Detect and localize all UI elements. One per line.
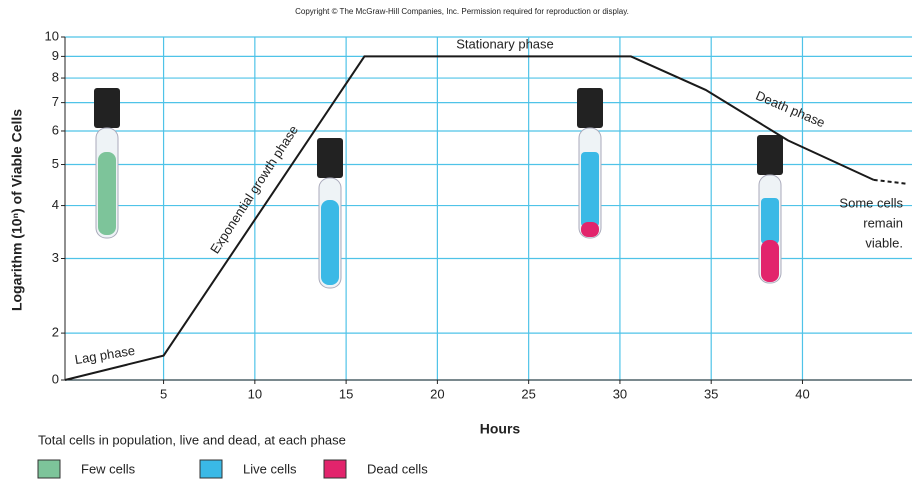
annotation: Some cells [839, 195, 903, 210]
x-tick-label: 30 [613, 386, 627, 401]
y-tick-label: 6 [52, 122, 59, 137]
y-tick-label: 10 [45, 28, 59, 43]
y-tick-label: 0 [52, 371, 59, 386]
x-tick-label: 40 [795, 386, 809, 401]
y-axis-label: Logarithm (10ⁿ) of Viable Cells [9, 109, 25, 311]
x-tick-label: 5 [160, 386, 167, 401]
test-tube [317, 138, 343, 288]
x-tick-label: 25 [521, 386, 535, 401]
grid [65, 37, 912, 380]
legend-swatch [38, 460, 60, 478]
y-tick-label: 9 [52, 48, 59, 63]
x-axis-label: Hours [480, 421, 521, 437]
y-tick-label: 5 [52, 156, 59, 171]
test-tube [577, 88, 603, 238]
growth-curve-tail [874, 180, 909, 184]
legend-swatch [324, 460, 346, 478]
y-tick-label: 2 [52, 325, 59, 340]
test-tube [94, 88, 120, 238]
x-tick-label: 15 [339, 386, 353, 401]
annotation: Stationary phase [456, 36, 554, 51]
y-tick-label: 4 [52, 197, 59, 212]
y-tick-label: 3 [52, 250, 59, 265]
annotation: remain [863, 215, 903, 230]
y-tick-label: 7 [52, 94, 59, 109]
annotation: Exponential growth phase [207, 123, 301, 257]
legend-label: Dead cells [367, 461, 428, 476]
annotation: Lag phase [74, 343, 136, 367]
annotation: viable. [865, 235, 903, 250]
legend-label: Live cells [243, 461, 297, 476]
copyright: Copyright © The McGraw-Hill Companies, I… [295, 7, 629, 16]
legend-label: Few cells [81, 461, 136, 476]
growth-curve [65, 56, 874, 380]
x-tick-label: 10 [248, 386, 262, 401]
test-tube [757, 135, 783, 283]
legend-title: Total cells in population, live and dead… [38, 432, 346, 447]
legend-swatch [200, 460, 222, 478]
x-tick-label: 35 [704, 386, 718, 401]
chart: Copyright © The McGraw-Hill Companies, I… [0, 0, 916, 481]
annotation: Death phase [754, 88, 828, 131]
y-tick-label: 8 [52, 69, 59, 84]
x-tick-label: 20 [430, 386, 444, 401]
